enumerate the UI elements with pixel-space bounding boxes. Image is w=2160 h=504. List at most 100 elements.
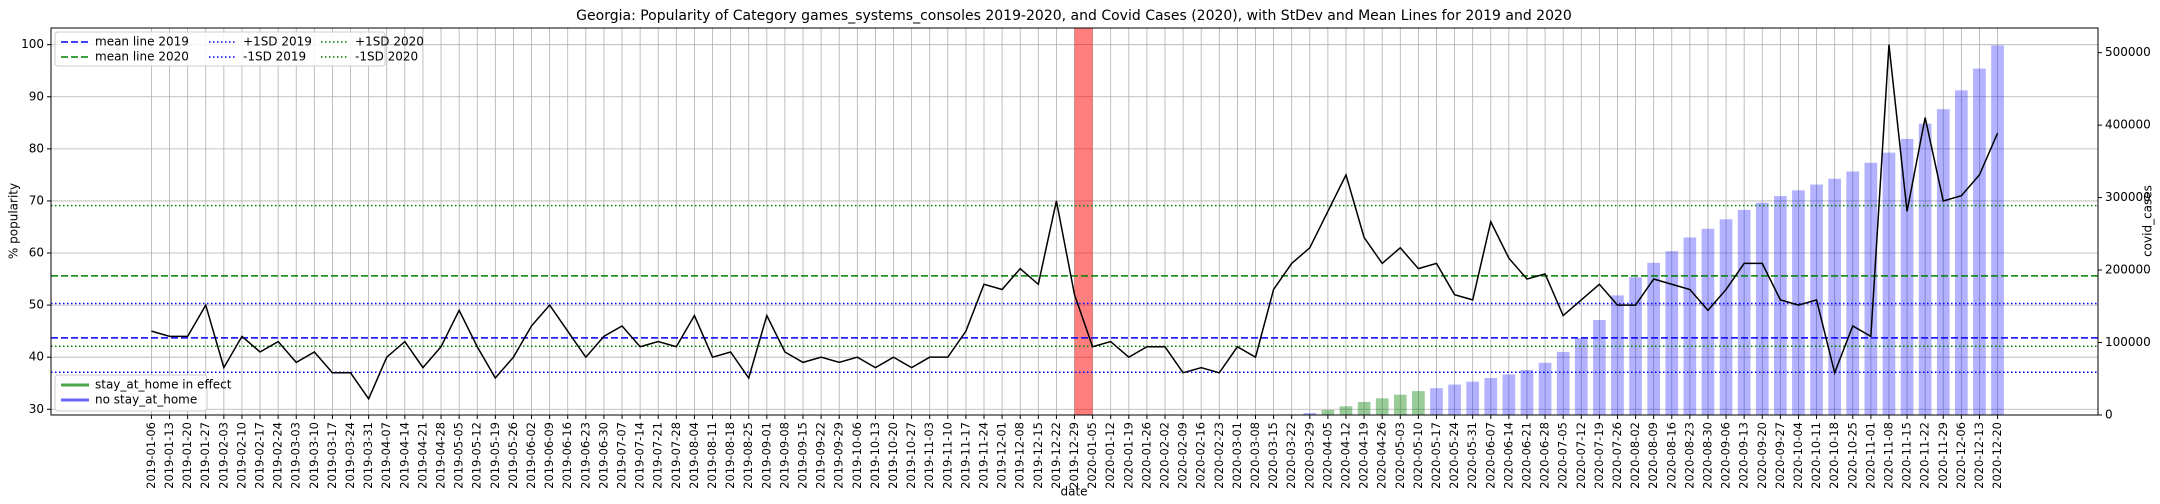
- x-tick-label: 2020-12-13: [1972, 422, 1986, 489]
- x-tick-label: 2019-09-08: [777, 422, 791, 489]
- legend-label: +1SD 2020: [355, 35, 424, 49]
- x-tick-label: 2019-12-15: [1031, 422, 1045, 489]
- x-tick-label: 2019-06-23: [578, 422, 592, 489]
- x-tick-label: 2019-11-03: [922, 422, 936, 489]
- x-tick-label: 2019-05-19: [488, 422, 502, 489]
- x-tick-label: 2020-01-12: [1103, 422, 1117, 489]
- x-tick-label: 2020-10-18: [1827, 422, 1841, 489]
- x-tick-label: 2020-04-12: [1338, 422, 1352, 489]
- bar: [1303, 412, 1317, 415]
- line: [151, 44, 1999, 401]
- bar: [1828, 178, 1841, 415]
- bar: [1955, 90, 1968, 416]
- x-tick-label: 2019-12-29: [1067, 422, 1081, 489]
- x-tick-label: 2019-03-24: [343, 422, 357, 489]
- x-tick-label: 2019-08-11: [705, 422, 719, 489]
- x-tick-label: 2020-03-29: [1302, 422, 1316, 489]
- y2-tick-label: 0: [2105, 408, 2113, 422]
- x-tick-label: 2020-12-20: [1990, 422, 2004, 489]
- x-tick-label: 2019-11-17: [958, 422, 972, 489]
- x-tick-label: 2019-01-27: [198, 422, 212, 489]
- x-tick-label: 2019-01-13: [162, 422, 176, 489]
- highlight-span: [1074, 28, 1093, 415]
- y2-tick-label: 500000: [2105, 45, 2151, 59]
- x-tick-label: 2019-05-26: [506, 422, 520, 489]
- y2-tick-label: 100000: [2105, 335, 2151, 349]
- bar: [1792, 190, 1805, 415]
- x-tick-label: 2019-06-09: [542, 422, 556, 489]
- x-tick-label: 2020-04-26: [1375, 422, 1389, 489]
- legend-box: [54, 374, 208, 412]
- y-tick-label: 90: [29, 89, 44, 103]
- x-tick-label: 2020-05-24: [1447, 422, 1461, 489]
- y2-tick-label: 200000: [2105, 263, 2151, 277]
- y-tick-label: 50: [29, 298, 44, 312]
- x-tick-label: 2020-11-15: [1900, 422, 1914, 489]
- y-tick-label: 70: [29, 193, 44, 207]
- bar: [1936, 109, 1950, 415]
- legend-label: stay_at_home in effect: [95, 378, 232, 392]
- x-tick-label: 2019-06-30: [596, 422, 610, 489]
- y-tick-label: 80: [29, 141, 44, 155]
- x-tick-label: 2019-01-06: [144, 422, 158, 489]
- y2-tick-label: 300000: [2105, 190, 2151, 204]
- x-tick-label: 2020-10-04: [1791, 422, 1805, 489]
- bar: [1484, 378, 1498, 415]
- legend-box: [54, 31, 386, 67]
- x-tick-label: 2020-09-06: [1719, 422, 1733, 489]
- bar: [1611, 295, 1624, 415]
- x-tick-label: 2019-02-24: [271, 422, 285, 489]
- bar: [1774, 196, 1787, 415]
- x-tick-label: 2019-04-21: [415, 422, 429, 489]
- bar: [1574, 338, 1588, 415]
- x-tick-label: 2020-06-28: [1538, 422, 1552, 489]
- legend-label: -1SD 2020: [355, 50, 418, 64]
- bar: [1357, 401, 1371, 415]
- x-tick-label: 2020-08-09: [1646, 422, 1660, 489]
- chart-title: Georgia: Popularity of Category games_sy…: [576, 8, 1572, 24]
- x-tick-label: 2020-07-12: [1574, 422, 1588, 489]
- bar: [1737, 209, 1751, 415]
- legend-label: mean line 2019: [95, 35, 189, 49]
- x-tick-label: 2020-03-08: [1248, 422, 1262, 489]
- bar: [1665, 251, 1679, 415]
- plot-frame: [50, 27, 2099, 416]
- x-tick-label: 2020-06-07: [1483, 422, 1497, 489]
- x-tick-label: 2020-01-19: [1121, 422, 1135, 489]
- x-tick-label: 2019-07-14: [633, 422, 647, 489]
- x-tick-label: 2019-07-07: [615, 422, 629, 489]
- bar: [1538, 362, 1552, 415]
- x-tick-label: 2019-09-22: [814, 422, 828, 489]
- x-tick-label: 2019-12-08: [1013, 422, 1027, 489]
- x-tick-label: 2019-06-16: [560, 422, 574, 489]
- bar: [1846, 171, 1860, 415]
- bar: [1755, 202, 1769, 415]
- x-tick-label: 2020-09-20: [1755, 422, 1769, 489]
- x-tick-label: 2020-07-26: [1610, 422, 1624, 489]
- legend-label: no stay_at_home: [95, 393, 197, 407]
- x-tick-label: 2020-10-25: [1845, 422, 1859, 489]
- bar: [1448, 384, 1461, 415]
- bar: [1900, 138, 1914, 415]
- x-tick-label: 2020-05-17: [1429, 422, 1443, 489]
- legend-label: +1SD 2019: [243, 35, 312, 49]
- bar: [1882, 152, 1896, 416]
- x-tick-label: 2020-03-22: [1284, 422, 1298, 489]
- x-tick-label: 2020-08-16: [1664, 422, 1678, 489]
- x-tick-label: 2019-10-06: [850, 422, 864, 489]
- x-tick-label: 2020-01-05: [1085, 422, 1099, 489]
- legend-label: -1SD 2019: [243, 50, 306, 64]
- x-axis-label: date: [1060, 485, 1087, 499]
- x-tick-label: 2020-06-14: [1501, 422, 1515, 489]
- x-tick-label: 2020-02-16: [1194, 422, 1208, 489]
- x-tick-label: 2020-05-10: [1411, 422, 1425, 489]
- bar: [1973, 68, 1986, 416]
- bar: [1556, 351, 1570, 415]
- bar: [1339, 406, 1353, 415]
- x-tick-label: 2019-03-03: [289, 422, 303, 489]
- x-tick-label: 2019-07-21: [651, 422, 665, 489]
- x-tick-label: 2019-08-04: [687, 422, 701, 489]
